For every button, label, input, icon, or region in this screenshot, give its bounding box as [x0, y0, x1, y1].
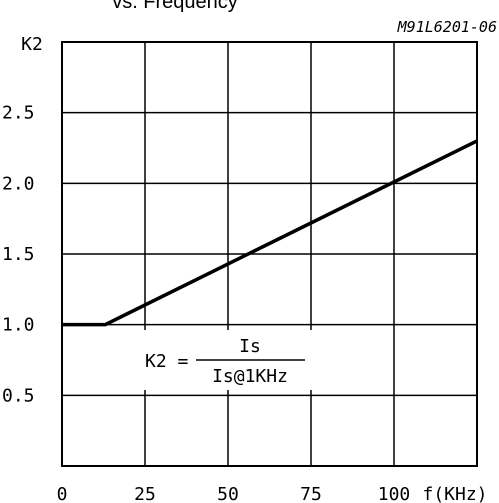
- chart-title: vs. Frequency: [112, 0, 238, 13]
- x-tick-label: 25: [134, 484, 156, 503]
- series-line-0: [62, 139, 478, 327]
- y-axis-label: K2: [21, 34, 43, 55]
- y-tick-label: 1.5: [2, 244, 35, 265]
- x-tick-label: 50: [217, 484, 239, 503]
- x-tick-labels: 0 25 50 75 100: [57, 484, 411, 503]
- grid: [62, 42, 477, 466]
- x-axis-label: f(KHz): [422, 484, 487, 503]
- series: [62, 139, 478, 327]
- x-tick-label: 100: [378, 484, 411, 503]
- plot-frame: [61, 41, 478, 467]
- y-tick-label: 2.5: [2, 103, 35, 124]
- y-tick-label: 2.0: [2, 173, 35, 194]
- formula-lhs: K2 =: [145, 351, 189, 372]
- formula-denominator: Is@1KHz: [212, 366, 288, 387]
- x-tick-label: 75: [300, 484, 322, 503]
- figure-code: M91L6201-06: [397, 18, 497, 36]
- formula-annotation: K2 = Is Is@1KHz: [139, 330, 313, 390]
- y-tick-label: 1.0: [2, 315, 35, 336]
- formula-numerator: Is: [239, 336, 261, 357]
- y-tick-label: 0.5: [2, 385, 35, 406]
- x-tick-label: 0: [57, 484, 68, 503]
- y-tick-labels: 0.5 1.0 1.5 2.0 2.5: [2, 103, 35, 407]
